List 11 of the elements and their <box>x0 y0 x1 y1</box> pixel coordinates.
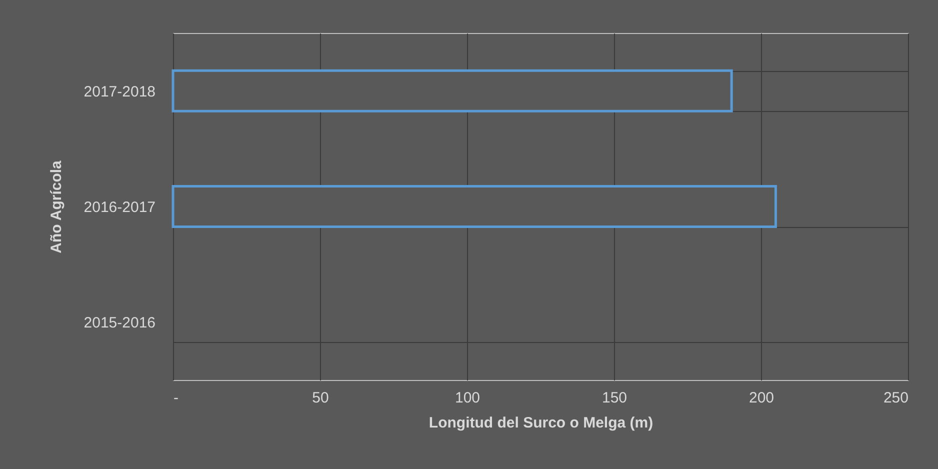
x-tick-label: 100 <box>454 390 480 406</box>
x-axis-title: Longitud del Surco o Melga (m) <box>428 414 654 432</box>
x-tick-label: - <box>174 390 178 406</box>
y-tick-label: 2017-2018 <box>84 83 156 100</box>
x-tick-label: 50 <box>312 390 329 406</box>
y-tick-label: 2015-2016 <box>84 314 156 332</box>
x-tick-label: 150 <box>602 390 628 406</box>
x-tick-label: 200 <box>748 390 774 406</box>
x-tick-label: 250 <box>883 390 908 406</box>
y-axis-title: Año Agrícola <box>48 160 65 254</box>
y-tick-label: 2016-2017 <box>84 199 156 216</box>
